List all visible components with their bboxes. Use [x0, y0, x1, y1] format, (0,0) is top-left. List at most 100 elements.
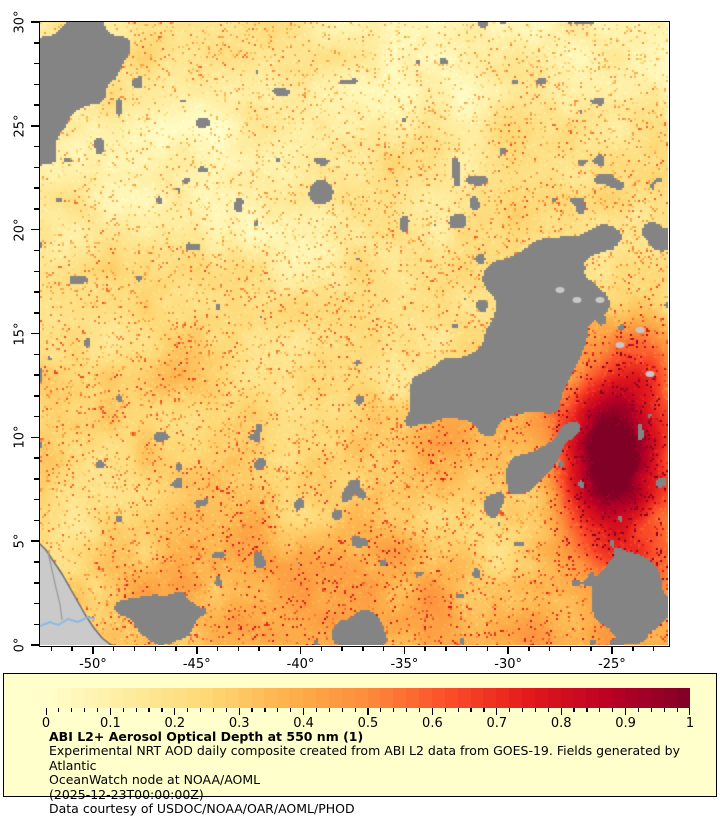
y-major-tick — [31, 125, 39, 127]
colorbar-minor-tick — [380, 708, 382, 712]
x-minor-tick — [154, 646, 156, 651]
colorbar-minor-tick — [444, 708, 446, 712]
x-minor-tick — [341, 646, 343, 651]
x-minor-tick — [528, 646, 530, 651]
x-minor-tick — [112, 646, 115, 651]
x-major-tick — [92, 646, 94, 654]
y-minor-tick — [34, 623, 39, 625]
colorbar-major-tick — [560, 708, 562, 715]
x-minor-tick — [382, 646, 385, 651]
colorbar-major-tick — [431, 708, 434, 715]
colorbar-minor-tick — [676, 708, 678, 712]
y-minor-tick — [34, 249, 39, 252]
x-minor-tick — [279, 646, 281, 651]
colorbar-minor-tick — [534, 708, 537, 712]
y-minor-tick — [34, 602, 39, 605]
colorbar-tick-label: 0.3 — [228, 716, 250, 731]
x-tick-label: -35° — [390, 657, 419, 672]
y-minor-tick — [34, 395, 39, 397]
colorbar-minor-tick — [122, 708, 124, 712]
colorbar-minor-tick — [470, 708, 472, 712]
y-axis: 30° 25° 20° 15° 10° 5° 0° — [0, 10, 40, 652]
y-minor-tick — [34, 104, 39, 106]
y-minor-tick — [34, 166, 39, 169]
x-tick-label: -45° — [182, 657, 211, 672]
x-major-tick — [196, 646, 198, 654]
y-minor-tick — [34, 415, 39, 418]
colorbar-major-tick — [496, 708, 498, 715]
y-minor-tick — [34, 62, 39, 65]
y-minor-tick — [34, 291, 39, 293]
colorbar-minor-tick — [509, 708, 511, 712]
x-major-tick — [403, 646, 406, 654]
x-minor-tick — [362, 646, 364, 651]
colorbar-major-tick — [174, 708, 176, 715]
colorbar-minor-tick — [315, 708, 318, 712]
colorbar-ticks: 0 0.1 0.2 0.3 0.4 0.5 0.6 0.7 0.8 0.9 1 — [42, 708, 694, 738]
y-tick-label: 15° — [12, 321, 28, 346]
colorbar-tick-label: 1 — [685, 716, 695, 731]
x-minor-tick — [548, 646, 551, 651]
colorbar-major-tick — [46, 708, 48, 715]
colorbar-minor-tick — [328, 708, 330, 712]
colorbar-major-tick — [625, 708, 627, 715]
y-tick-label: 25° — [12, 114, 28, 138]
colorbar-minor-tick — [663, 708, 665, 712]
y-minor-tick — [34, 42, 39, 44]
y-tick-label: 5° — [12, 533, 28, 549]
x-minor-tick — [590, 646, 592, 651]
colorbar-minor-tick — [612, 708, 614, 712]
x-tick-label: -40° — [286, 657, 315, 672]
colorbar-minor-tick — [161, 708, 163, 712]
x-minor-tick — [320, 646, 323, 651]
colorbar-major-tick — [303, 708, 305, 715]
colorbar-tick-label: 0.1 — [100, 716, 121, 731]
colorbar-minor-tick — [58, 708, 60, 712]
y-tick-label: 20° — [12, 218, 28, 242]
aod-map-canvas — [40, 22, 668, 645]
x-minor-tick — [50, 646, 53, 651]
y-major-tick — [31, 540, 39, 542]
y-minor-tick — [34, 270, 39, 272]
x-major-tick — [611, 646, 613, 654]
colorbar-minor-tick — [354, 708, 356, 712]
x-minor-tick — [71, 646, 73, 651]
y-minor-tick — [34, 519, 39, 522]
colorbar-tick-label: 0.4 — [293, 716, 314, 731]
colorbar-minor-tick — [521, 708, 524, 712]
colorbar-minor-tick — [148, 708, 150, 712]
x-minor-tick — [465, 646, 468, 651]
y-major-tick — [31, 332, 39, 335]
x-minor-tick — [133, 646, 136, 651]
x-minor-tick — [258, 646, 260, 651]
y-minor-tick — [34, 353, 39, 355]
y-tick-label: 0° — [12, 637, 28, 653]
caption-line: (2025-12-23T00:00:00Z) — [49, 786, 204, 802]
caption-line: Experimental NRT AOD daily composite cre… — [49, 743, 681, 773]
x-minor-tick — [445, 646, 447, 651]
y-tick-label: 10° — [12, 425, 28, 449]
caption-line: Data courtesy of USDOC/NOAA/OAR/AOML/PHO… — [49, 801, 355, 816]
colorbar-minor-tick — [251, 708, 253, 712]
caption: ABI L2+ Aerosol Optical Depth at 550 nm … — [49, 729, 716, 816]
x-minor-tick — [175, 646, 177, 651]
colorbar-tick-label: 0.5 — [357, 716, 379, 731]
y-minor-tick — [34, 478, 39, 480]
colorbar-minor-tick — [225, 708, 227, 712]
colorbar-minor-tick — [547, 708, 549, 712]
colorbar-minor-tick — [96, 708, 99, 712]
y-minor-tick — [34, 457, 39, 459]
x-major-tick — [507, 646, 509, 654]
colorbar-tick-label: 0.6 — [422, 716, 443, 731]
x-minor-tick — [486, 646, 489, 651]
colorbar-major-tick — [238, 708, 240, 715]
colorbar-minor-tick — [637, 708, 640, 712]
colorbar-minor-tick — [199, 708, 202, 712]
y-minor-tick — [34, 498, 39, 501]
y-major-tick — [31, 644, 39, 646]
colorbar-minor-tick — [84, 708, 86, 712]
colorbar-minor-tick — [277, 708, 279, 712]
caption-line: OceanWatch node at NOAA/AOML — [49, 772, 261, 788]
x-minor-tick — [569, 646, 572, 651]
